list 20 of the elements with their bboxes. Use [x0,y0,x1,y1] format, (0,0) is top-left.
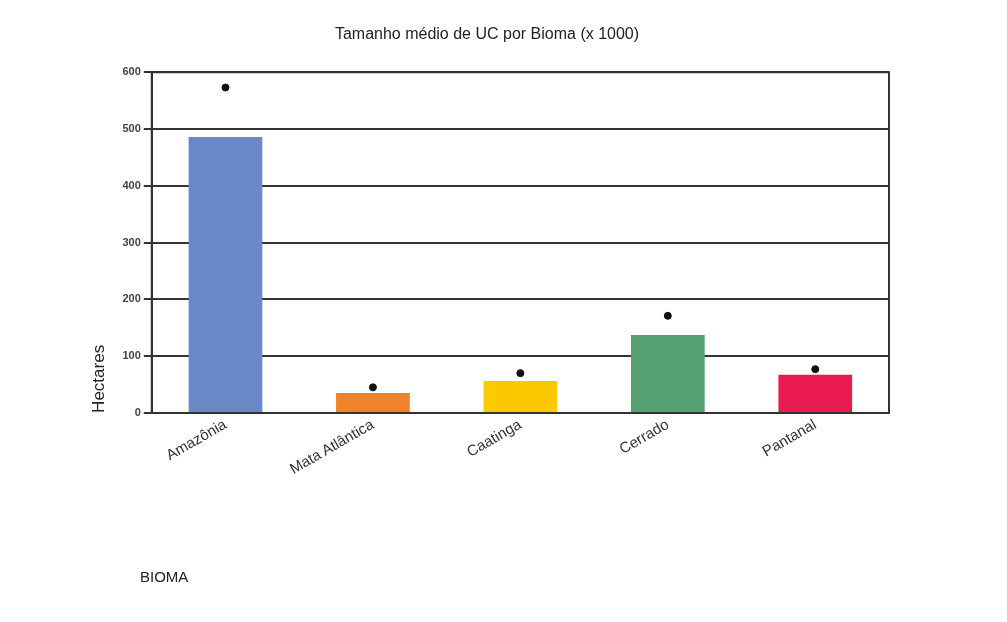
point [516,369,525,378]
y-tick-label: 200 [122,292,141,305]
bar [630,335,705,412]
bar [336,393,410,412]
y-tick-label: 100 [122,349,141,362]
bar [778,374,853,412]
point [368,383,377,392]
chart-title: Tamanho médio de UC por Bioma (x 1000) [334,25,640,43]
point [221,83,230,92]
y-tick-label: 0 [134,405,141,418]
bar [483,381,558,412]
y-tick-label: 500 [122,122,141,135]
text: BIOMA [140,567,189,585]
y-tick-label: 400 [122,178,141,191]
y-tick-label: 600 [122,65,141,78]
bar [188,136,263,412]
y-tick-label: 300 [122,235,141,248]
point [663,311,672,320]
y-axis-title: Hectares [88,344,108,413]
point [811,365,820,374]
